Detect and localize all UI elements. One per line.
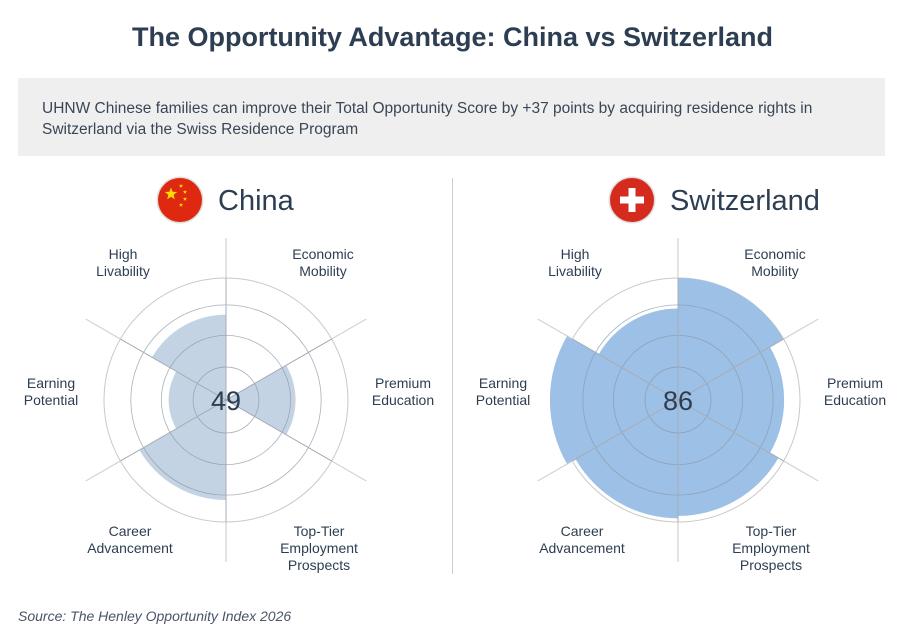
axis-label: High Livability: [96, 246, 150, 279]
axis-label: Economic Mobility: [744, 246, 805, 279]
axis-spoke-inner: [572, 338, 679, 401]
axis-label: Career Advancement: [87, 523, 173, 556]
country-name: Switzerland: [670, 185, 820, 217]
axis-spoke-inner: [677, 399, 784, 462]
sector-earning-potential: [168, 371, 226, 429]
panel-divider: [452, 178, 453, 574]
sector-earning-potential: [549, 335, 678, 465]
sector-high-livability: [598, 308, 678, 400]
axis-label: Economic Mobility: [292, 246, 353, 279]
sector-premium-education: [678, 346, 785, 454]
chart-title: The Opportunity Advantage: China vs Swit…: [131, 22, 774, 52]
sector-high-livability: [152, 314, 226, 400]
axis-label: Top-Tier Employment Prospects: [732, 523, 810, 573]
axis-spoke-inner: [120, 338, 227, 401]
china-radar-chart: China 49 Economic Mobility Premium Education T…: [24, 176, 434, 573]
country-name: China: [218, 185, 295, 217]
axis-spoke-inner: [225, 338, 332, 401]
axis-label: Earning Potential: [24, 375, 78, 408]
axis-spoke-inner: [572, 399, 679, 462]
callout-text: UHNW Chinese families can improve their …: [18, 78, 885, 156]
axis-label: Earning Potential: [476, 375, 530, 408]
sector-top-tier-employment-prospects: [678, 400, 779, 516]
axis-label: Premium Education: [372, 375, 434, 408]
sector-premium-education: [226, 365, 296, 435]
total-score: 49: [211, 386, 241, 416]
axis-spoke-inner: [677, 338, 784, 401]
total-score: 86: [663, 386, 693, 416]
axis-label: High Livability: [548, 246, 602, 279]
axis-label: Career Advancement: [539, 523, 625, 556]
axis-spoke-inner: [225, 399, 332, 462]
sector-career-advancement: [575, 400, 678, 519]
axis-label: Top-Tier Employment Prospects: [280, 523, 358, 573]
source-note: Source: The Henley Opportunity Index 202…: [18, 608, 292, 624]
swiss-flag-icon: [608, 176, 656, 224]
axis-label: Premium Education: [824, 375, 886, 408]
switzerland-radar-chart: Switzerland 86 Economic Mobility Premium Educ…: [476, 176, 886, 573]
china-flag-icon: [156, 176, 204, 224]
axis-spoke-inner: [120, 399, 227, 462]
